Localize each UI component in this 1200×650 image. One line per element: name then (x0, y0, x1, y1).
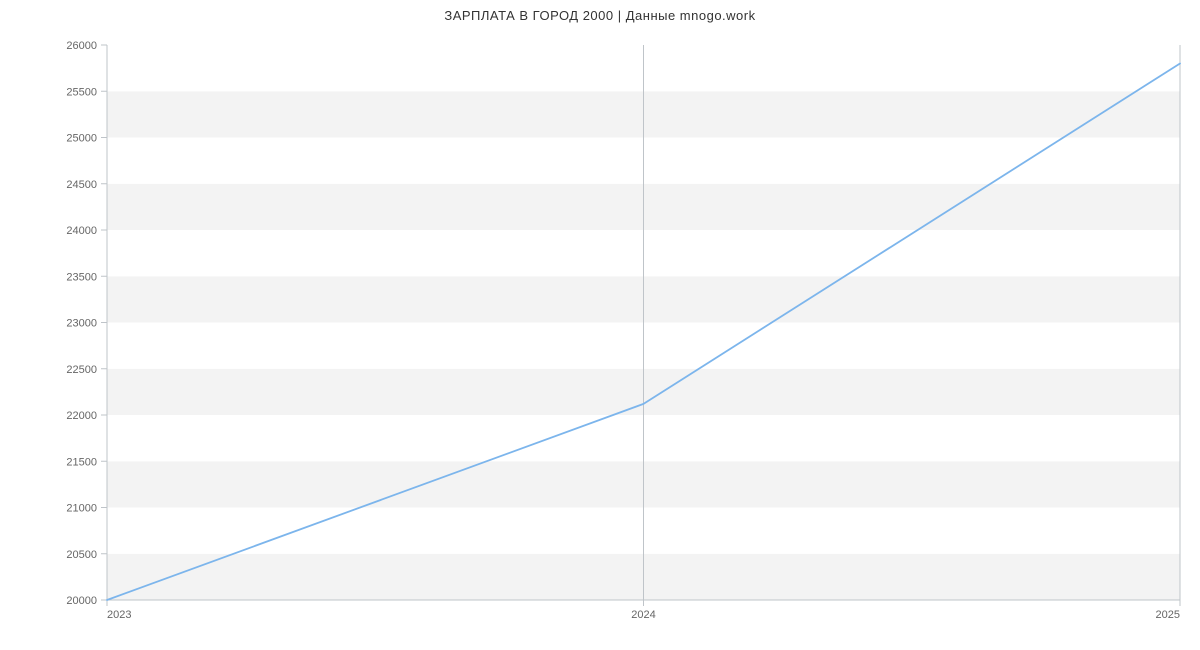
y-tick-label: 25500 (66, 86, 97, 98)
x-tick-label: 2024 (631, 609, 655, 621)
salary-chart: ЗАРПЛАТА В ГОРОД 2000 | Данные mnogo.wor… (0, 0, 1200, 650)
y-tick-label: 21000 (66, 503, 97, 515)
y-tick-label: 23500 (66, 271, 97, 283)
y-tick-label: 22000 (66, 410, 97, 422)
y-tick-label: 20500 (66, 549, 97, 561)
x-tick-label: 2025 (1156, 609, 1180, 621)
y-tick-label: 23000 (66, 318, 97, 330)
y-tick-label: 24500 (66, 179, 97, 191)
y-tick-label: 21500 (66, 456, 97, 468)
y-tick-label: 26000 (66, 40, 97, 52)
x-tick-label: 2023 (107, 609, 131, 621)
y-tick-label: 22500 (66, 364, 97, 376)
chart-svg: 20000 20500 21000 21500 22000 22500 23000 23500… (0, 0, 1200, 650)
y-tick-label: 24000 (66, 225, 97, 237)
y-tick-label: 25000 (66, 133, 97, 145)
y-tick-label: 20000 (66, 595, 97, 607)
